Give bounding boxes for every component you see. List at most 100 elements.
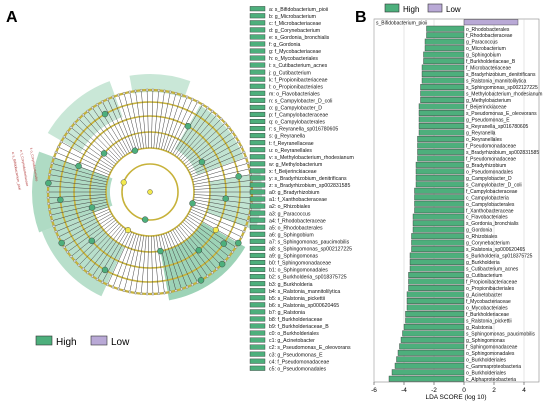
- leaf-node: [49, 167, 53, 171]
- key-label: a1: f_Xanthobacteraceae: [269, 197, 327, 203]
- key-label: a0: g_Bradyrhizobium: [269, 190, 319, 196]
- node: [212, 226, 219, 233]
- node: [120, 179, 127, 186]
- leaf-node: [151, 292, 155, 296]
- bar: [411, 246, 465, 253]
- branch-line: [186, 215, 236, 248]
- leaf-node: [106, 283, 109, 287]
- bar-label: o_Rhodobacterales: [466, 27, 510, 33]
- leaf-node: [163, 291, 166, 295]
- branch-line: [191, 206, 247, 227]
- bar-legend-low-swatch: [427, 3, 443, 13]
- bar: [415, 161, 465, 168]
- enriched-node: [157, 247, 164, 255]
- leaf-node: [54, 150, 58, 154]
- bar: [418, 116, 465, 123]
- bar-label: g_Acinetobacter: [466, 293, 502, 299]
- key-label: q: o_Campylobacterales: [269, 120, 325, 126]
- bar: [412, 226, 465, 233]
- branch-line: [141, 235, 147, 294]
- branch-line: [48, 185, 107, 190]
- bar-label: s_Burkholderia_sp018375725: [466, 254, 533, 260]
- leaf-node: [50, 219, 54, 223]
- leaf-node: [206, 274, 209, 278]
- leaf-node: [66, 250, 69, 254]
- bar: [463, 19, 519, 26]
- key-swatch: [249, 182, 266, 188]
- leaf-node: [210, 109, 214, 113]
- leaf-node: [81, 267, 85, 271]
- key-label: y: s_Bradyrhizobium_denitrificans: [269, 176, 347, 182]
- leaf-node: [95, 277, 99, 281]
- key-swatch: [249, 140, 266, 146]
- legend-high-swatch: [35, 335, 53, 346]
- leaf-node: [180, 287, 183, 291]
- branch-line: [55, 208, 110, 232]
- bar: [418, 110, 465, 116]
- bar-label: g_Bradyrhizobium: [466, 163, 506, 169]
- key-label: a2: o_Rhizobiales: [269, 204, 311, 210]
- branch-line: [112, 232, 135, 288]
- leaf-node: [101, 280, 104, 284]
- leaf-node: [157, 292, 161, 295]
- key-label: j: g_Cutibacterium: [268, 70, 311, 76]
- leaf-node: [191, 97, 194, 101]
- key-swatch: [249, 104, 266, 110]
- leaf-node: [196, 100, 199, 104]
- bar-label: g_Cutibacterium: [466, 273, 502, 279]
- key-label: a5: o_Rhodobacterales: [269, 225, 323, 231]
- branch-line: [189, 211, 242, 238]
- bar: [417, 135, 465, 142]
- bar: [417, 148, 465, 155]
- bar: [405, 310, 465, 317]
- x-tick-label: 0: [462, 387, 466, 394]
- leaf-node: [215, 267, 219, 271]
- leaf-node: [46, 196, 50, 200]
- bar-label: c_Alphaproteobacteria: [466, 377, 516, 383]
- legend-low-label: Low: [111, 337, 130, 348]
- key-label: a6: g_Sphingobium: [269, 232, 314, 238]
- cladogram: e: f_Corynebacteriaceae f: o_Corynebacte…: [11, 74, 262, 301]
- leaf-node: [185, 285, 189, 289]
- bar: [411, 239, 465, 246]
- bar: [400, 336, 465, 343]
- key-swatch: [249, 161, 266, 167]
- branch-line: [158, 91, 171, 149]
- key-label: b8: f_Burkholderiaceae: [269, 317, 322, 323]
- key-swatch: [249, 323, 266, 329]
- leaf-node: [77, 263, 81, 267]
- key-label: p: f_Campylobacteraceae: [269, 113, 328, 119]
- bar: [415, 181, 465, 188]
- branch-line: [50, 168, 108, 183]
- branch-line: [170, 230, 198, 283]
- key-label: u: o_Reyranellales: [269, 148, 312, 154]
- bar-legend-high-swatch: [384, 3, 400, 13]
- leaf-node: [49, 213, 53, 217]
- bar-label: s_Ralstonia_sp000620465: [466, 247, 525, 253]
- bar-label: s_Ralstonia_pickettii: [466, 318, 512, 324]
- bar: [415, 174, 465, 181]
- branch-line: [64, 215, 114, 248]
- branch-line: [64, 136, 114, 169]
- bar-legend-high-label: High: [403, 5, 419, 14]
- key-swatch: [249, 344, 266, 350]
- bar-label: f_Sphingomonadaceae: [466, 344, 518, 350]
- key-label: f: g_Gordonia: [269, 42, 301, 48]
- branch-line: [67, 217, 115, 253]
- leaf-node: [57, 145, 60, 149]
- leaf-node: [145, 88, 149, 92]
- bar-label: f_Burkholderiaceae_B: [466, 59, 516, 65]
- branch-line: [123, 93, 140, 150]
- branch-line: [92, 228, 126, 277]
- key-swatch: [249, 126, 266, 132]
- outer-label-1: e: f_Corynebacteriaceae: [19, 149, 29, 186]
- leaf-node: [157, 89, 161, 92]
- branch-line: [190, 152, 245, 176]
- bar-label: g_Paracoccus: [466, 40, 498, 46]
- leaf-node: [134, 291, 137, 295]
- leaf-node: [185, 95, 189, 99]
- branch-line: [102, 230, 130, 283]
- key-label: b3: g_Burkholderia: [269, 282, 313, 288]
- key-swatch: [249, 224, 266, 230]
- leaf-node: [206, 106, 209, 110]
